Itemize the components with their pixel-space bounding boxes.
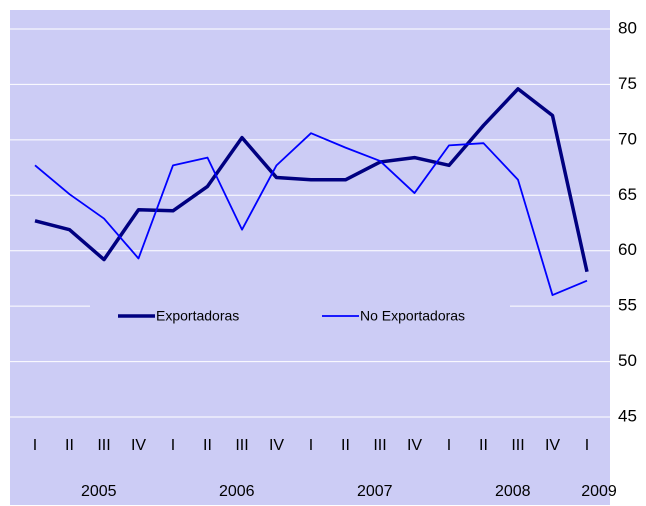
series-line [34, 132, 588, 296]
x-tick-label: I [447, 437, 451, 454]
x-tick-label: II [65, 437, 74, 454]
x-tick-label: II [341, 437, 350, 454]
x-tick-label: III [511, 437, 524, 454]
x-tick-label: IV [407, 437, 422, 454]
y-tick-label: 75 [618, 74, 637, 93]
y-tick-label: 70 [618, 129, 637, 148]
x-tick-label: I [171, 437, 175, 454]
legend-label: Exportadoras [156, 308, 239, 324]
x-group-label: 2009 [581, 483, 617, 500]
legend-label: No Exportadoras [360, 308, 465, 324]
x-tick-label: I [585, 437, 589, 454]
x-tick-label: III [235, 437, 248, 454]
y-tick-label: 80 [618, 18, 637, 37]
x-group-label: 2006 [219, 483, 255, 500]
y-tick-label: 50 [618, 351, 637, 370]
x-group-label: 2008 [495, 483, 531, 500]
x-tick-label: IV [131, 437, 146, 454]
series-line [34, 87, 589, 273]
x-tick-label: IV [269, 437, 284, 454]
x-tick-label: III [373, 437, 386, 454]
y-tick-label: 65 [618, 185, 637, 204]
x-tick-label: IV [545, 437, 560, 454]
x-tick-label: II [479, 437, 488, 454]
y-tick-label: 45 [618, 406, 637, 425]
x-tick-label: III [97, 437, 110, 454]
legend-background [90, 298, 510, 328]
y-tick-label: 55 [618, 296, 637, 315]
x-tick-label: I [33, 437, 37, 454]
x-group-label: 2005 [81, 483, 117, 500]
x-tick-label: I [309, 437, 313, 454]
y-tick-label: 60 [618, 240, 637, 259]
x-group-label: 2007 [357, 483, 393, 500]
plot-background [10, 10, 610, 505]
x-tick-label: II [203, 437, 212, 454]
